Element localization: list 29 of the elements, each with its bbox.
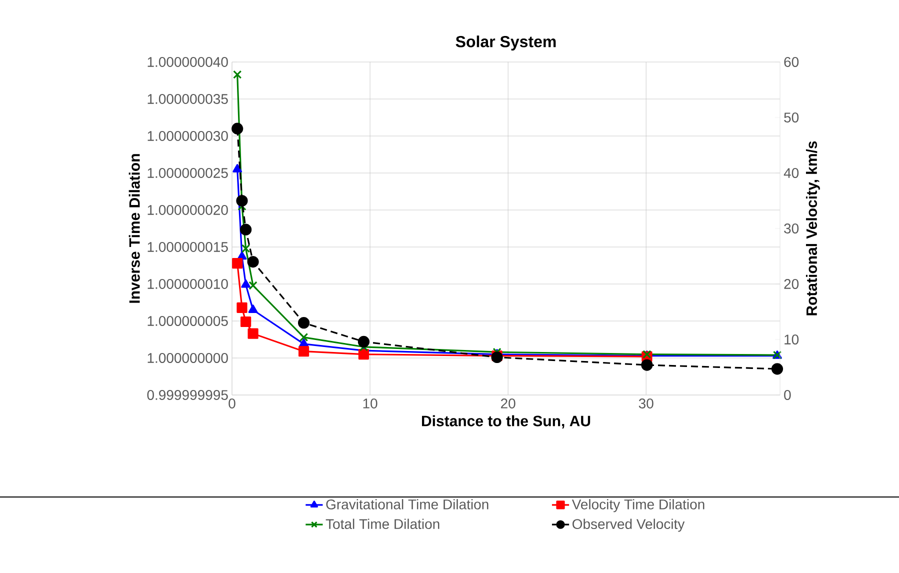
y2-tick-label: 40 — [784, 168, 799, 178]
x-tick-label: 0 — [228, 398, 236, 408]
y-tick-label: 1.000000000 — [148, 353, 228, 363]
y2-axis-title: Rotational Velocity, km/s — [806, 141, 820, 316]
legend-label: Observed Velocity — [572, 518, 685, 532]
legend-label: Velocity Time Dilation — [572, 499, 704, 512]
y-tick-label: 1.000000015 — [148, 242, 228, 252]
y-tick-label: 1.000000010 — [148, 279, 228, 289]
x-tick-label: 30 — [638, 398, 654, 408]
y-tick-label: 1.000000025 — [148, 168, 228, 178]
y2-tick-label: 10 — [784, 334, 799, 344]
chart-title: Solar System — [456, 36, 556, 50]
legend-label: Total Time Dilation — [326, 518, 440, 530]
x-axis-title: Distance to the Sun, AU — [422, 415, 590, 428]
y-tick-label: 0.999999995 — [147, 390, 228, 400]
y2-tick-label: 20 — [784, 279, 799, 289]
x-tick-label: 10 — [363, 398, 378, 408]
y2-tick-label: 0 — [784, 390, 791, 400]
x-tick-label: 20 — [500, 398, 516, 408]
y-axis-title: Inverse Time Dilation — [128, 154, 140, 303]
legend-label: Gravitational Time Dilation — [326, 499, 488, 510]
y-tick-label: 1.000000040 — [148, 57, 228, 67]
y2-tick-label: 30 — [784, 224, 799, 234]
y2-tick-label: 60 — [784, 57, 799, 67]
y-tick-label: 1.000000005 — [148, 316, 228, 326]
y-tick-label: 1.000000020 — [148, 205, 228, 215]
y2-tick-label: 50 — [784, 112, 799, 122]
y-tick-label: 1.000000030 — [148, 131, 228, 141]
y-tick-label: 1.000000035 — [148, 94, 228, 104]
